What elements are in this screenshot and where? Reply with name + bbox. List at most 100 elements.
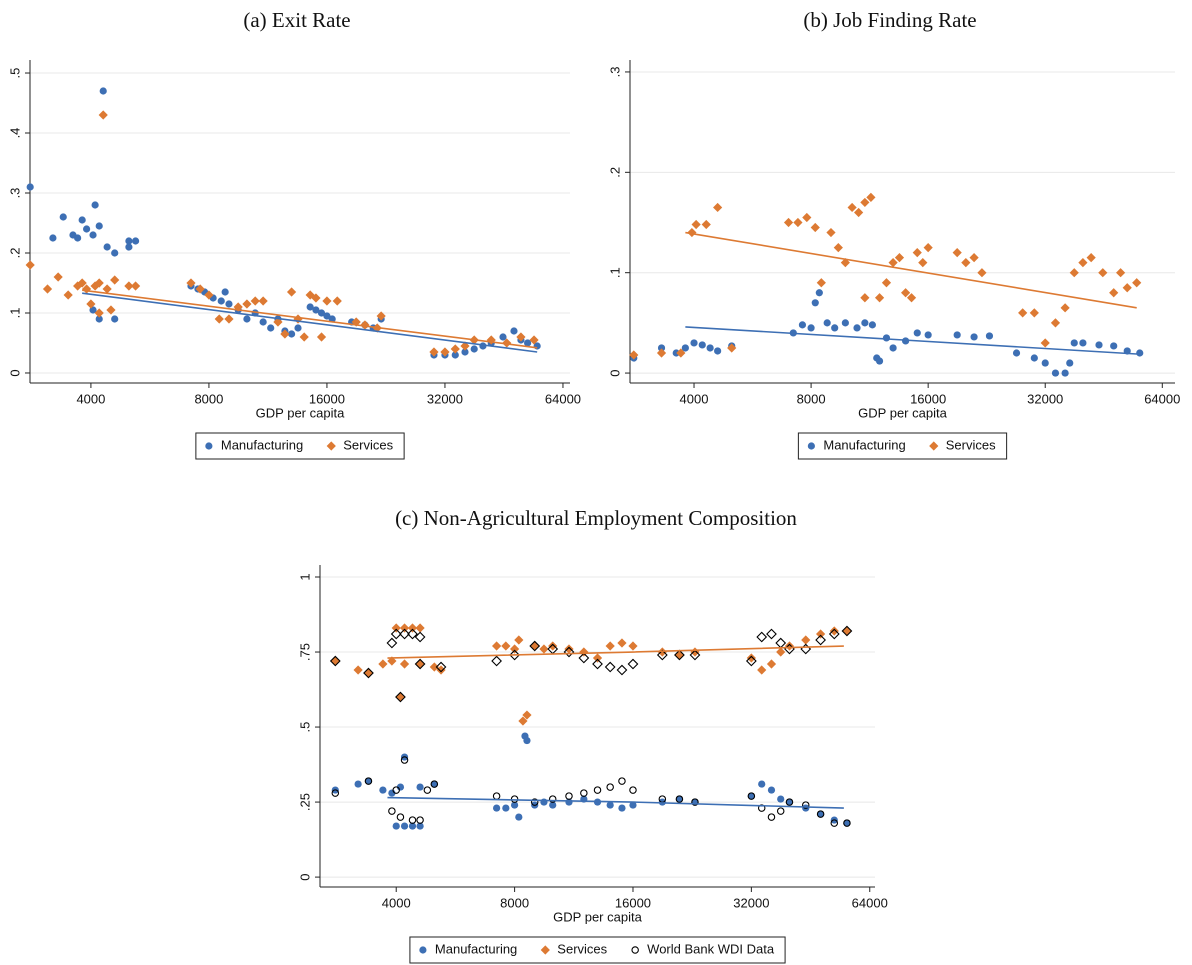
point: [698, 341, 706, 349]
point: [461, 348, 469, 356]
point: [99, 87, 107, 95]
point: [847, 202, 857, 213]
point: [1060, 303, 1070, 313]
legend-frame: [409, 936, 786, 964]
point: [225, 300, 233, 308]
point: [548, 795, 557, 803]
point: [407, 623, 418, 633]
point: [430, 780, 438, 788]
point: [882, 334, 891, 342]
y-tick-label: .1: [607, 267, 622, 278]
point: [329, 655, 341, 667]
point: [328, 315, 336, 323]
x-tick-label: 32000: [1027, 391, 1063, 406]
x-tick-label: 4000: [382, 895, 411, 910]
point: [690, 339, 698, 347]
point: [881, 278, 892, 288]
point: [106, 305, 116, 315]
point: [656, 649, 668, 661]
point: [727, 343, 737, 353]
point: [1110, 342, 1118, 350]
y-tick-label: 0: [297, 873, 312, 880]
x-tick-label: 32000: [427, 391, 463, 406]
point: [511, 801, 519, 809]
point: [492, 792, 501, 800]
point: [518, 716, 528, 726]
point: [674, 649, 685, 661]
point: [606, 783, 614, 791]
point: [977, 268, 987, 278]
point: [299, 332, 309, 342]
point: [861, 319, 869, 327]
point: [392, 822, 400, 830]
point: [306, 303, 314, 311]
x-tick-label: 16000: [309, 391, 345, 406]
point: [657, 344, 666, 352]
point: [312, 306, 320, 314]
point: [833, 242, 843, 253]
y-tick-label: .2: [607, 167, 622, 178]
point: [82, 225, 91, 233]
point: [843, 819, 851, 827]
point: [841, 319, 849, 327]
legend-marker: [540, 945, 550, 955]
point: [1098, 268, 1108, 278]
point: [675, 795, 684, 803]
point: [523, 736, 531, 745]
fit-line: [387, 645, 844, 659]
point: [395, 691, 406, 703]
point: [629, 350, 639, 360]
point: [379, 786, 387, 794]
point: [681, 344, 689, 352]
legend-frame: [797, 432, 1008, 460]
legend-label: Services: [946, 437, 996, 452]
y-tick-label: 0: [7, 369, 22, 376]
legend-marker: [631, 946, 639, 954]
point: [1079, 339, 1087, 347]
point: [110, 275, 120, 285]
point: [689, 649, 701, 661]
point: [217, 297, 225, 305]
point: [756, 631, 768, 643]
point: [529, 335, 539, 345]
point: [985, 332, 994, 340]
point: [286, 287, 297, 297]
point: [953, 331, 961, 339]
point: [701, 219, 711, 230]
point: [592, 653, 603, 663]
point: [1051, 369, 1060, 377]
y-tick-label: 1: [297, 573, 312, 580]
point: [1095, 341, 1103, 349]
point: [539, 644, 549, 654]
x-tick-label: 64000: [1144, 391, 1180, 406]
point: [802, 212, 812, 223]
fit-line: [387, 796, 844, 809]
panel-title: (c) Non-Agricultural Employment Composit…: [395, 506, 797, 530]
point: [563, 646, 575, 658]
point: [690, 647, 700, 657]
point: [273, 317, 283, 327]
point: [766, 628, 777, 640]
legend-marker: [326, 441, 336, 451]
point: [214, 314, 224, 324]
point: [111, 315, 119, 323]
point: [843, 819, 851, 827]
point: [1066, 359, 1074, 367]
panel-title: (b) Job Finding Rate: [803, 8, 976, 32]
point: [392, 786, 400, 794]
fit-line: [685, 231, 1137, 309]
point: [414, 658, 426, 670]
y-tick-label: .5: [297, 722, 312, 733]
point: [491, 655, 502, 667]
point: [416, 822, 424, 830]
point: [364, 777, 373, 785]
point: [656, 348, 667, 358]
point: [757, 665, 767, 675]
legend-marker: [205, 442, 213, 450]
fit-line: [685, 326, 1137, 355]
point: [777, 795, 785, 803]
point: [657, 647, 667, 657]
x-tick-label: 64000: [852, 895, 888, 910]
y-tick-label: 0: [607, 369, 622, 376]
point: [408, 816, 417, 824]
